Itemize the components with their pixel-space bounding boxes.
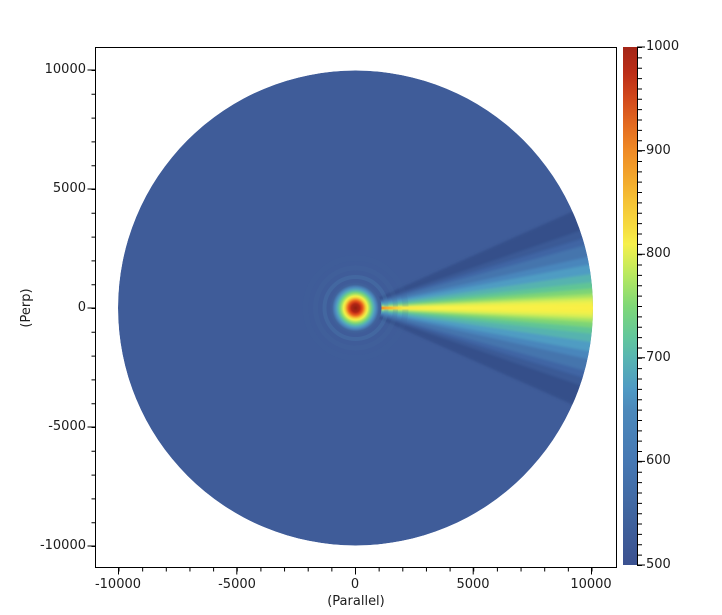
colorbar-tick-label: 700 xyxy=(646,350,671,365)
colorbar-tick-label: 800 xyxy=(646,246,671,261)
colorbar-tick-label: 1000 xyxy=(646,39,680,54)
colorbar-gradient xyxy=(623,47,637,565)
x-tick-label: -5000 xyxy=(218,577,256,592)
colorbar-tick-label: 900 xyxy=(646,143,671,158)
y-tick-label: 0 xyxy=(77,300,86,315)
colorbar xyxy=(623,46,645,566)
hot-centerline xyxy=(355,306,593,310)
colorbar-tick-label: 500 xyxy=(646,557,671,572)
y-tick-label: -5000 xyxy=(48,419,86,434)
axes-frame xyxy=(87,47,617,575)
x-tick-label: 0 xyxy=(350,577,360,592)
x-axis-title: (Parallel) xyxy=(327,594,385,609)
y-tick-label: 10000 xyxy=(44,62,86,77)
y-axis-title: (Perp) xyxy=(19,288,34,328)
x-tick-label: 10000 xyxy=(570,577,612,592)
y-tick-label: 5000 xyxy=(52,181,86,196)
x-tick-label: 5000 xyxy=(456,577,490,592)
x-tick-label: -10000 xyxy=(94,577,142,592)
wake-fan xyxy=(355,200,593,416)
hotspot xyxy=(329,282,382,334)
colorbar-tick-label: 600 xyxy=(646,453,671,468)
y-tick-label: -10000 xyxy=(39,538,86,553)
